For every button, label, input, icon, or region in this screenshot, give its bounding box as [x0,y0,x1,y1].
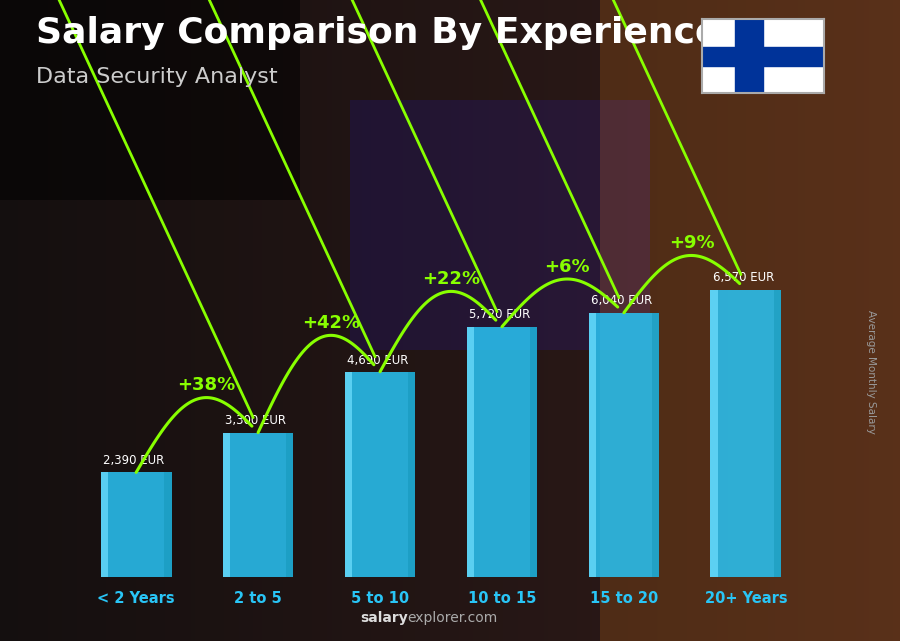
Text: +22%: +22% [422,270,481,288]
Bar [652,313,660,577]
Text: Data Security Analyst: Data Security Analyst [36,67,277,87]
Bar [734,19,763,93]
Text: +9%: +9% [669,234,715,252]
Bar [530,327,537,577]
Text: 3,300 EUR: 3,300 EUR [225,414,286,428]
Bar [345,372,416,577]
Bar [345,372,352,577]
Text: 4,690 EUR: 4,690 EUR [347,354,409,367]
Bar [409,372,416,577]
Text: 6,570 EUR: 6,570 EUR [713,271,774,285]
Text: 2,390 EUR: 2,390 EUR [104,454,165,467]
Text: salary: salary [360,611,408,625]
Bar [774,290,781,577]
Bar [589,313,660,577]
Bar [222,433,230,577]
Bar [466,327,537,577]
Bar [101,472,108,577]
Text: 5,720 EUR: 5,720 EUR [469,308,530,322]
Text: explorer.com: explorer.com [408,611,498,625]
Bar [702,47,824,65]
Text: 6,040 EUR: 6,040 EUR [591,294,652,308]
Bar [222,433,293,577]
Bar [165,472,172,577]
Bar [710,290,717,577]
Text: +6%: +6% [544,258,590,276]
Text: Salary Comparison By Experience: Salary Comparison By Experience [36,16,719,50]
Bar [589,313,596,577]
Bar [466,327,473,577]
Text: +42%: +42% [302,314,360,332]
Bar [286,433,293,577]
Text: +38%: +38% [177,376,236,394]
Bar [710,290,781,577]
Text: Average Monthly Salary: Average Monthly Salary [866,310,877,434]
Bar [101,472,172,577]
